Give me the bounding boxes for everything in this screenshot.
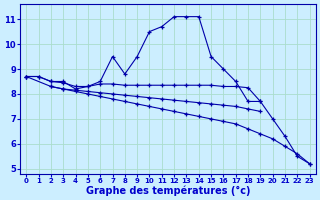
X-axis label: Graphe des températures (°c): Graphe des températures (°c) [86, 185, 250, 196]
